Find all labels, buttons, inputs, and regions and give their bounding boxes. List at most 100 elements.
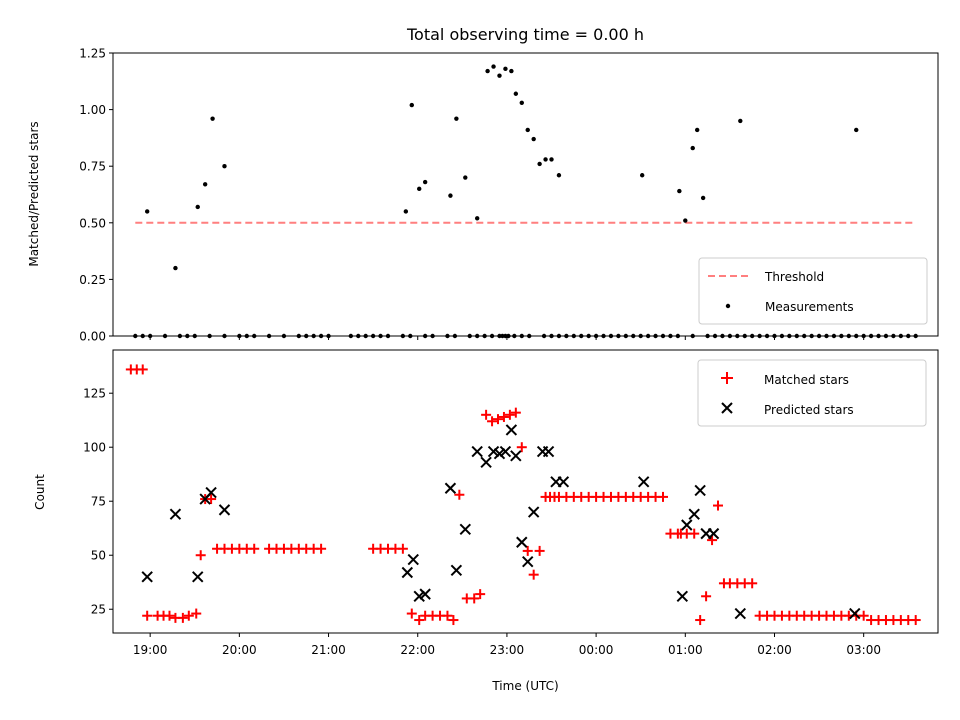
top-y-tick-label: 1.00 bbox=[79, 103, 106, 117]
measurement-point bbox=[738, 118, 743, 124]
predicted-star-marker bbox=[510, 450, 522, 462]
measurement-point bbox=[485, 68, 490, 74]
measurement-point bbox=[202, 182, 208, 187]
bottom-x-tick-label: 00:00 bbox=[579, 643, 614, 657]
predicted-star-marker bbox=[681, 519, 693, 531]
bottom-x-tick-label: 21:00 bbox=[311, 643, 346, 657]
bottom-x-tick-label: 23:00 bbox=[490, 643, 525, 657]
top-y-axis: 0.00 0.25 0.50 0.75 1.00 1.25 bbox=[79, 47, 113, 344]
matched-star-marker bbox=[249, 543, 260, 554]
predicted-star-marker bbox=[676, 590, 689, 602]
measurement-point bbox=[454, 116, 459, 121]
matched-star-marker bbox=[534, 545, 545, 556]
top-plot-frame bbox=[112, 52, 939, 337]
matched-star-marker bbox=[183, 610, 194, 621]
predicted-star-marker bbox=[459, 523, 472, 536]
matched-star-marker bbox=[528, 569, 539, 580]
legend-threshold-label: Threshold bbox=[764, 270, 824, 284]
matched-star-marker bbox=[191, 608, 202, 619]
matched-star-marker bbox=[414, 615, 425, 626]
matched-star-marker bbox=[510, 407, 521, 418]
matched-star-marker bbox=[516, 442, 527, 453]
measurement-point bbox=[422, 179, 428, 185]
measurement-point bbox=[195, 204, 200, 210]
measurement-point bbox=[491, 64, 496, 69]
measurement-point bbox=[694, 127, 700, 133]
predicted-star-marker bbox=[450, 564, 463, 577]
matched-star-marker bbox=[481, 409, 492, 420]
top-y-tick-label: 0.75 bbox=[79, 160, 106, 174]
predicted-star-marker bbox=[688, 508, 700, 520]
measurement-point bbox=[417, 186, 422, 192]
legend-measurements-label: Measurements bbox=[765, 300, 854, 314]
measurement-point bbox=[509, 68, 514, 74]
matched-star-marker bbox=[397, 543, 408, 554]
matched-star-marker bbox=[177, 612, 188, 623]
measurement-point bbox=[639, 173, 645, 178]
bottom-chart: 25 50 75 100 125 19:00 20:00 21:00 22:00 23:00 00… bbox=[33, 349, 939, 693]
predicted-star-marker bbox=[499, 445, 512, 458]
predicted-star-marker bbox=[522, 556, 534, 568]
predicted-star-marker bbox=[192, 571, 204, 583]
bottom-plot-frame bbox=[112, 349, 939, 634]
predicted-star-marker bbox=[419, 588, 431, 600]
predicted-star-marker bbox=[205, 486, 217, 499]
matched-star-marker bbox=[487, 416, 498, 427]
bottom-y-tick-label: 50 bbox=[91, 549, 106, 563]
matched-star-marker bbox=[206, 494, 217, 505]
legend-predicted-swatch bbox=[721, 402, 733, 414]
predicted-star-marker bbox=[169, 508, 182, 520]
measurement-point bbox=[854, 127, 859, 133]
bottom-x-tick-label: 03:00 bbox=[846, 643, 881, 657]
predicted-star-marker bbox=[141, 571, 153, 583]
matched-star-marker bbox=[137, 364, 148, 375]
measurement-point bbox=[463, 175, 468, 180]
measurement-point bbox=[513, 91, 519, 96]
predicted-star-marker bbox=[413, 590, 425, 602]
top-y-tick-label: 0.00 bbox=[79, 330, 106, 344]
predicted-star-marker bbox=[707, 527, 720, 540]
bottom-y-tick-label: 25 bbox=[91, 603, 106, 617]
predicted-star-marker bbox=[505, 424, 518, 436]
matched-star-marker bbox=[164, 610, 175, 621]
predicted-star-marker bbox=[480, 456, 492, 469]
matched-star-marker bbox=[498, 411, 509, 422]
matched-star-marker bbox=[316, 543, 327, 554]
measurement-point bbox=[448, 193, 453, 198]
bottom-x-axis: 19:00 20:00 21:00 22:00 23:00 00:00 01:00 02:00… bbox=[133, 633, 881, 657]
matched-star-marker bbox=[442, 610, 453, 621]
measurement-point bbox=[537, 161, 542, 167]
bottom-y-axis: 25 50 75 100 125 bbox=[83, 387, 113, 617]
legend-predicted-label: Predicted stars bbox=[764, 403, 854, 417]
measurement-point bbox=[409, 102, 414, 108]
bottom-x-tick-label: 01:00 bbox=[668, 643, 703, 657]
top-legend-box bbox=[698, 257, 928, 325]
top-x-axis-ticks bbox=[149, 336, 865, 340]
predicted-star-marker bbox=[444, 482, 457, 494]
matched-star-marker bbox=[695, 615, 706, 626]
predicted-star-marker bbox=[516, 536, 528, 548]
predicted-star-marker bbox=[694, 484, 706, 497]
bottom-y-tick-label: 125 bbox=[83, 387, 106, 401]
bottom-x-tick-label: 22:00 bbox=[400, 643, 435, 657]
measurement-point bbox=[173, 265, 178, 271]
bottom-legend-box bbox=[697, 359, 927, 427]
bottom-legend: Matched stars Predicted stars bbox=[697, 359, 927, 427]
measurement-point bbox=[700, 195, 706, 201]
matched-star-marker bbox=[504, 409, 515, 420]
matched-star-marker bbox=[701, 591, 712, 602]
measurement-point bbox=[549, 157, 554, 162]
measurement-point bbox=[210, 116, 215, 121]
matched-star-marker bbox=[475, 589, 486, 600]
matched-star-marker bbox=[858, 610, 869, 621]
matched-star-marker bbox=[910, 615, 921, 626]
top-y-tick-label: 1.25 bbox=[79, 47, 106, 61]
legend-matched-label: Matched stars bbox=[764, 373, 849, 387]
predicted-star-marker bbox=[637, 476, 650, 488]
bottom-y-axis-label: Count bbox=[33, 474, 47, 510]
predicted-star-marker bbox=[487, 445, 500, 458]
measurement-point bbox=[543, 157, 548, 162]
bottom-y-tick-label: 100 bbox=[83, 441, 106, 455]
matched-star-marker bbox=[469, 593, 480, 604]
